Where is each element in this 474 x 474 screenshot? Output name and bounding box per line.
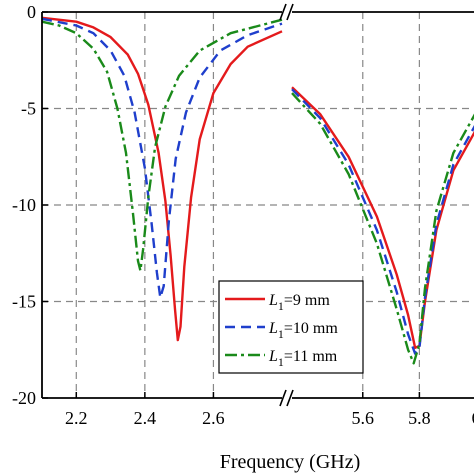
legend-rest: =9 mm xyxy=(284,292,330,309)
legend-symbol: L xyxy=(268,348,278,365)
legend-rest: =10 mm xyxy=(284,320,338,337)
series-line-1-band-2 xyxy=(291,86,474,349)
axes xyxy=(41,3,474,407)
x-tick-label: 5.6 xyxy=(352,408,375,428)
x-tick-label: 2.2 xyxy=(65,408,88,428)
axis-break-mark xyxy=(286,389,294,407)
y-tick-label: -20 xyxy=(12,388,36,408)
y-tick-label: -5 xyxy=(21,99,36,119)
y-tick-label: -10 xyxy=(12,195,36,215)
x-tick-label: 5.8 xyxy=(408,408,431,428)
axis-break-gap xyxy=(282,390,292,406)
legend-subscript: 1 xyxy=(278,327,284,341)
legend-label: L1=11 mm xyxy=(268,348,338,369)
axis-break-gap xyxy=(282,4,292,20)
axis-break-mark xyxy=(279,3,287,21)
x-tick-label: 2.6 xyxy=(202,408,225,428)
y-tick-label: -15 xyxy=(12,292,36,312)
series-line-2-band-2 xyxy=(291,88,474,355)
series-line-1-band-1 xyxy=(41,16,283,342)
x-tick-label: 6 xyxy=(472,408,474,428)
tick-labels: 0 -5 -10 -15 -20 2.2 2.4 2.6 5.6 5.8 6 xyxy=(12,2,474,428)
legend-symbol: L xyxy=(268,292,278,309)
legend-subscript: 1 xyxy=(278,299,284,313)
series-lines xyxy=(41,16,474,365)
legend-label: L1=10 mm xyxy=(268,320,338,341)
legend-symbol: L xyxy=(268,320,278,337)
series-line-3-band-2 xyxy=(291,92,474,365)
series-line-2-band-1 xyxy=(41,17,283,299)
series-line-3-band-1 xyxy=(41,18,283,272)
legend-label: L1=9 mm xyxy=(268,292,330,313)
x-axis-title: Frequency (GHz) xyxy=(220,451,361,473)
y-tick-label: 0 xyxy=(27,2,36,22)
legend-rest: =11 mm xyxy=(284,348,338,365)
axis-break-mark xyxy=(279,389,287,407)
x-tick-label: 2.4 xyxy=(134,408,157,428)
axis-break-mark xyxy=(286,3,294,21)
legend-subscript: 1 xyxy=(278,355,284,369)
